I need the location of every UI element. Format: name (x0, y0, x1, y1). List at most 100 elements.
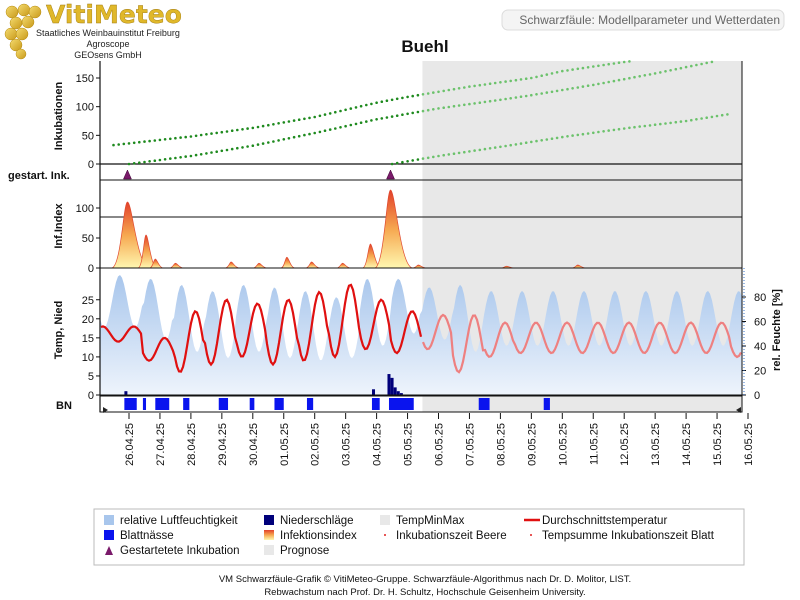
date-tick-label: 08.05.25 (495, 423, 507, 466)
legend: relative Luftfeuchtigkeit Niederschläge Te… (93, 508, 745, 566)
incubation-point (334, 110, 337, 114)
date-tick-label: 13.05.25 (650, 423, 662, 466)
temperature-tick-label: 10 (82, 352, 94, 364)
incubation-point (194, 134, 198, 138)
incubation-point (303, 117, 306, 121)
incubation-point (463, 86, 466, 89)
incubation-point (272, 123, 275, 126)
incubation-point (215, 131, 218, 135)
axis-labels: Inkubationen gestart. Ink. Inf.Index Tem… (8, 82, 783, 412)
incubation-point (499, 98, 502, 102)
incubation-point (514, 78, 518, 82)
incubation-point (550, 72, 554, 75)
incubation-point (432, 108, 435, 111)
footer-line-1: VM Schwarzfäule-Grafik © VitiMeteo-Grupp… (219, 574, 631, 585)
incubation-point (432, 91, 435, 94)
humidity-tick-label: 0 (754, 390, 760, 402)
incubation-point (236, 146, 239, 150)
incubation-point (457, 104, 461, 107)
date-tick-label: 30.04.25 (248, 423, 260, 466)
incubation-point (184, 155, 187, 158)
legend-label: Tempsumme Inkubationszeit Blatt (542, 530, 715, 542)
incubation-point (555, 136, 559, 140)
incubation-point (401, 96, 404, 100)
incubation-point (349, 107, 353, 110)
incubation-point (184, 135, 187, 139)
incubation-point (653, 72, 657, 75)
incubation-point (297, 118, 301, 121)
incubation-point (679, 120, 683, 123)
incubation-point (602, 63, 605, 67)
incubation-point (571, 134, 574, 137)
incubation-point (653, 123, 657, 126)
incubation-point (638, 75, 641, 78)
incubation-point (421, 109, 425, 113)
incubation-point (344, 124, 347, 128)
incubation-point (287, 120, 291, 123)
grape-icon (4, 3, 42, 60)
incubation-point (122, 142, 126, 146)
infection-tick-label: 100 (76, 203, 94, 215)
started-incubation-label: gestart. Ink. (8, 170, 70, 182)
incubation-point (684, 65, 688, 69)
incubation-point (607, 62, 610, 66)
incubation-point (127, 142, 131, 145)
incubation-point (225, 130, 229, 133)
temperature-tick-label: 0 (88, 390, 94, 402)
legend-tempminmax-swatch (380, 515, 390, 525)
incubation-point (334, 127, 337, 130)
incubation-point (710, 115, 714, 119)
incubation-point (509, 79, 512, 83)
incubation-point (230, 129, 234, 132)
incubation-point (437, 107, 440, 110)
incubation-point (143, 140, 146, 143)
incubation-tick-label: 0 (88, 159, 94, 171)
incubation-point (468, 85, 471, 88)
date-tick-label: 06.05.25 (434, 423, 446, 466)
scroll-right-icon[interactable] (736, 407, 741, 413)
incubation-point (153, 139, 157, 142)
incubation-point (339, 109, 342, 113)
org-line-3: GEOsens GmbH (74, 50, 142, 60)
incubation-point (426, 92, 430, 95)
incubation-point (380, 100, 384, 103)
incubation-point (416, 93, 420, 97)
leaf-wetness-block (543, 398, 550, 410)
incubation-point (313, 131, 317, 135)
incubation-point (359, 104, 363, 108)
infection-peak (374, 189, 414, 269)
incubation-point (483, 83, 487, 86)
incubation-tick-label: 100 (76, 102, 94, 114)
incubation-point (261, 124, 265, 128)
incubation-point (328, 112, 332, 115)
incubation-point (457, 87, 461, 90)
incubation-point (256, 125, 260, 129)
incubation-point (690, 64, 693, 68)
incubation-point (535, 139, 538, 143)
legend-label: Durchschnittstemperatur (542, 515, 667, 527)
legend-label: Infektionsindex (280, 530, 357, 542)
leaf-wetness-label: BN (56, 400, 72, 412)
incubation-point (674, 67, 678, 71)
incubation-point (127, 162, 131, 166)
incubation-point (411, 159, 415, 162)
incubation-point (504, 144, 507, 148)
incubation-axis-label: Inkubationen (53, 82, 65, 151)
legend-item-infection: Infektionsindex (264, 530, 357, 542)
incubation-point (607, 129, 610, 132)
incubation-point (308, 132, 311, 136)
incubation-point (426, 156, 430, 160)
incubation-point (220, 130, 224, 134)
incubation-series-2 (390, 113, 729, 166)
incubation-point (499, 145, 502, 149)
incubation-point (597, 64, 600, 68)
infection-peak (305, 261, 321, 269)
incubation-point (493, 99, 497, 102)
incubation-point (566, 87, 569, 91)
date-tick-label: 03.05.25 (341, 423, 353, 466)
incubation-point (225, 148, 229, 152)
incubation-point (308, 116, 311, 120)
incubation-point (292, 119, 296, 122)
scroll-left-icon[interactable] (103, 407, 108, 413)
